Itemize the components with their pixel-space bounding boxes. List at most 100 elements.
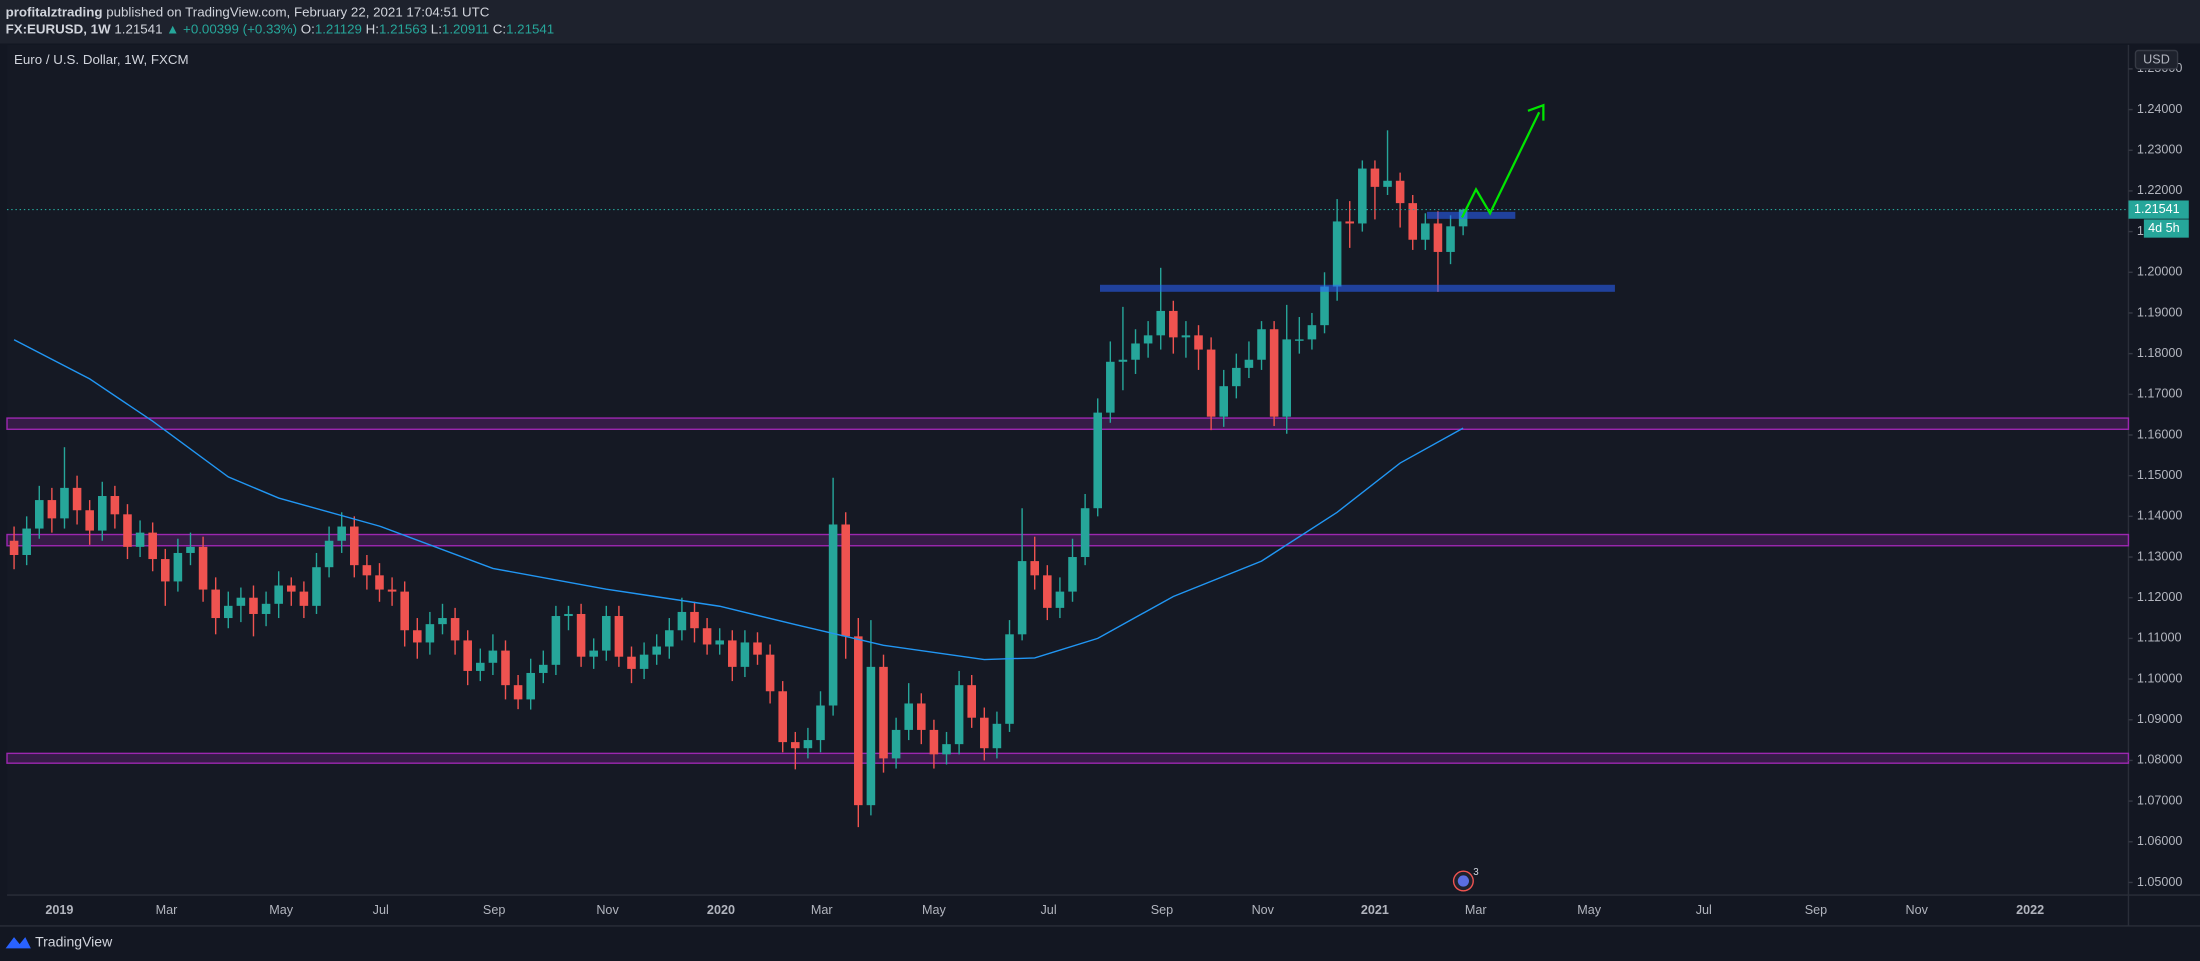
breakout-zone	[1100, 284, 1615, 292]
candle-body	[1143, 335, 1153, 344]
candle-body	[375, 575, 384, 590]
candle-body	[123, 514, 132, 547]
candle-body	[1030, 561, 1040, 576]
close-value: 1.21541	[506, 21, 554, 36]
candle-body	[1156, 310, 1166, 336]
last-price: 1.21541	[114, 21, 162, 36]
x-tick-label: 2022	[2016, 903, 2044, 917]
low-label: L:	[431, 21, 442, 36]
candle-body	[274, 585, 283, 604]
y-tick-label: 1.23000	[2137, 143, 2183, 157]
candle-body	[879, 666, 888, 759]
x-tick-label: Nov	[1906, 903, 1929, 917]
open-value: 1.21129	[315, 21, 362, 36]
candle-body	[589, 650, 598, 657]
y-tick-label: 1.13000	[2137, 549, 2183, 563]
candle-body	[942, 744, 951, 755]
candle-body	[929, 729, 939, 755]
candle-body	[501, 650, 510, 686]
candle-body	[715, 640, 724, 645]
candle-body	[450, 618, 460, 641]
candle-body	[135, 532, 145, 547]
candle-body	[1181, 335, 1191, 338]
event-count: 3	[1473, 867, 1479, 878]
low-value: 1.20911	[442, 21, 489, 36]
retest-zone	[1426, 211, 1516, 219]
candle-body	[223, 605, 233, 619]
candle-body	[551, 616, 561, 665]
candle-body	[891, 729, 901, 759]
candle-body	[34, 500, 44, 529]
y-tick-label: 1.15000	[2137, 468, 2183, 482]
candle-body	[1383, 180, 1392, 187]
candle-body	[1269, 329, 1279, 417]
candle-body	[249, 597, 258, 614]
plot-area	[7, 44, 2129, 896]
candle-body	[980, 717, 989, 749]
candle-body	[337, 526, 346, 541]
event-marker-icon	[1457, 875, 1470, 887]
candle-body	[1005, 634, 1014, 724]
candle-body	[261, 603, 271, 614]
y-tick-label: 1.10000	[2137, 671, 2183, 685]
candle-body	[148, 532, 157, 560]
candle-body	[917, 703, 926, 730]
candle-body	[1080, 508, 1090, 558]
candle-body	[1332, 221, 1342, 287]
candle-body	[324, 540, 334, 568]
candle-body	[1131, 343, 1140, 360]
candle-body	[816, 705, 825, 741]
x-tick-label: Nov	[1252, 903, 1275, 917]
candle-body	[866, 666, 876, 806]
logo	[5, 937, 31, 949]
candle-body	[60, 487, 69, 519]
x-tick-label: Sep	[1151, 903, 1173, 917]
y-tick-label: 1.05000	[2137, 875, 2183, 889]
candle-body	[1370, 168, 1380, 187]
x-tick-label: Jul	[373, 903, 389, 917]
candle-body	[904, 703, 913, 730]
candle-body	[740, 642, 750, 667]
x-tick-label: Sep	[1805, 903, 1827, 917]
candle-body	[1219, 386, 1229, 417]
symbol: FX:EURUSD, 1W	[6, 21, 111, 36]
candle-body	[1169, 310, 1178, 338]
candle-body	[513, 685, 523, 700]
open-label: O:	[301, 21, 315, 36]
candle-body	[828, 524, 838, 706]
header-bar	[0, 0, 2200, 44]
currency-box	[2134, 49, 2179, 70]
candle-body	[1307, 325, 1317, 340]
x-tick-label: Mar	[1465, 903, 1487, 917]
candle-body	[677, 611, 687, 631]
last-price-label: 1.21541	[2134, 202, 2180, 216]
candle-body	[387, 589, 397, 592]
arrow-head	[1527, 103, 1545, 121]
x-tick-label: 2021	[1361, 903, 1389, 917]
candle-body	[488, 650, 498, 663]
candle-body	[1068, 557, 1077, 592]
projection-arrow	[1460, 111, 1541, 218]
y-tick-label: 1.19000	[2137, 305, 2183, 319]
candle-body	[1395, 180, 1405, 204]
candle-body	[463, 640, 472, 671]
moving-average	[13, 339, 1464, 661]
author: profitalztrading published on TradingVie…	[6, 4, 490, 19]
y-tick-label: 1.07000	[2137, 793, 2183, 807]
countdown-badge	[2143, 219, 2189, 238]
candle-body	[728, 640, 737, 667]
candle-body	[362, 565, 372, 576]
symbol-line: FX:EURUSD, 1W 1.21541 ▲ +0.00399 (+0.33%…	[6, 21, 555, 36]
y-tick-label: 1.08000	[2137, 753, 2183, 767]
x-tick-label: May	[1577, 903, 1602, 917]
y-tick-label: 1.11000	[2137, 631, 2182, 645]
candle-body	[312, 567, 321, 606]
y-tick-label: 1.16000	[2137, 427, 2183, 441]
candle-body	[702, 628, 712, 645]
candle-body	[1017, 561, 1027, 635]
candle-body	[1408, 203, 1418, 240]
candle-body	[1345, 221, 1355, 224]
candle-body	[1244, 359, 1254, 368]
y-tick-label: 1.14000	[2137, 509, 2183, 523]
